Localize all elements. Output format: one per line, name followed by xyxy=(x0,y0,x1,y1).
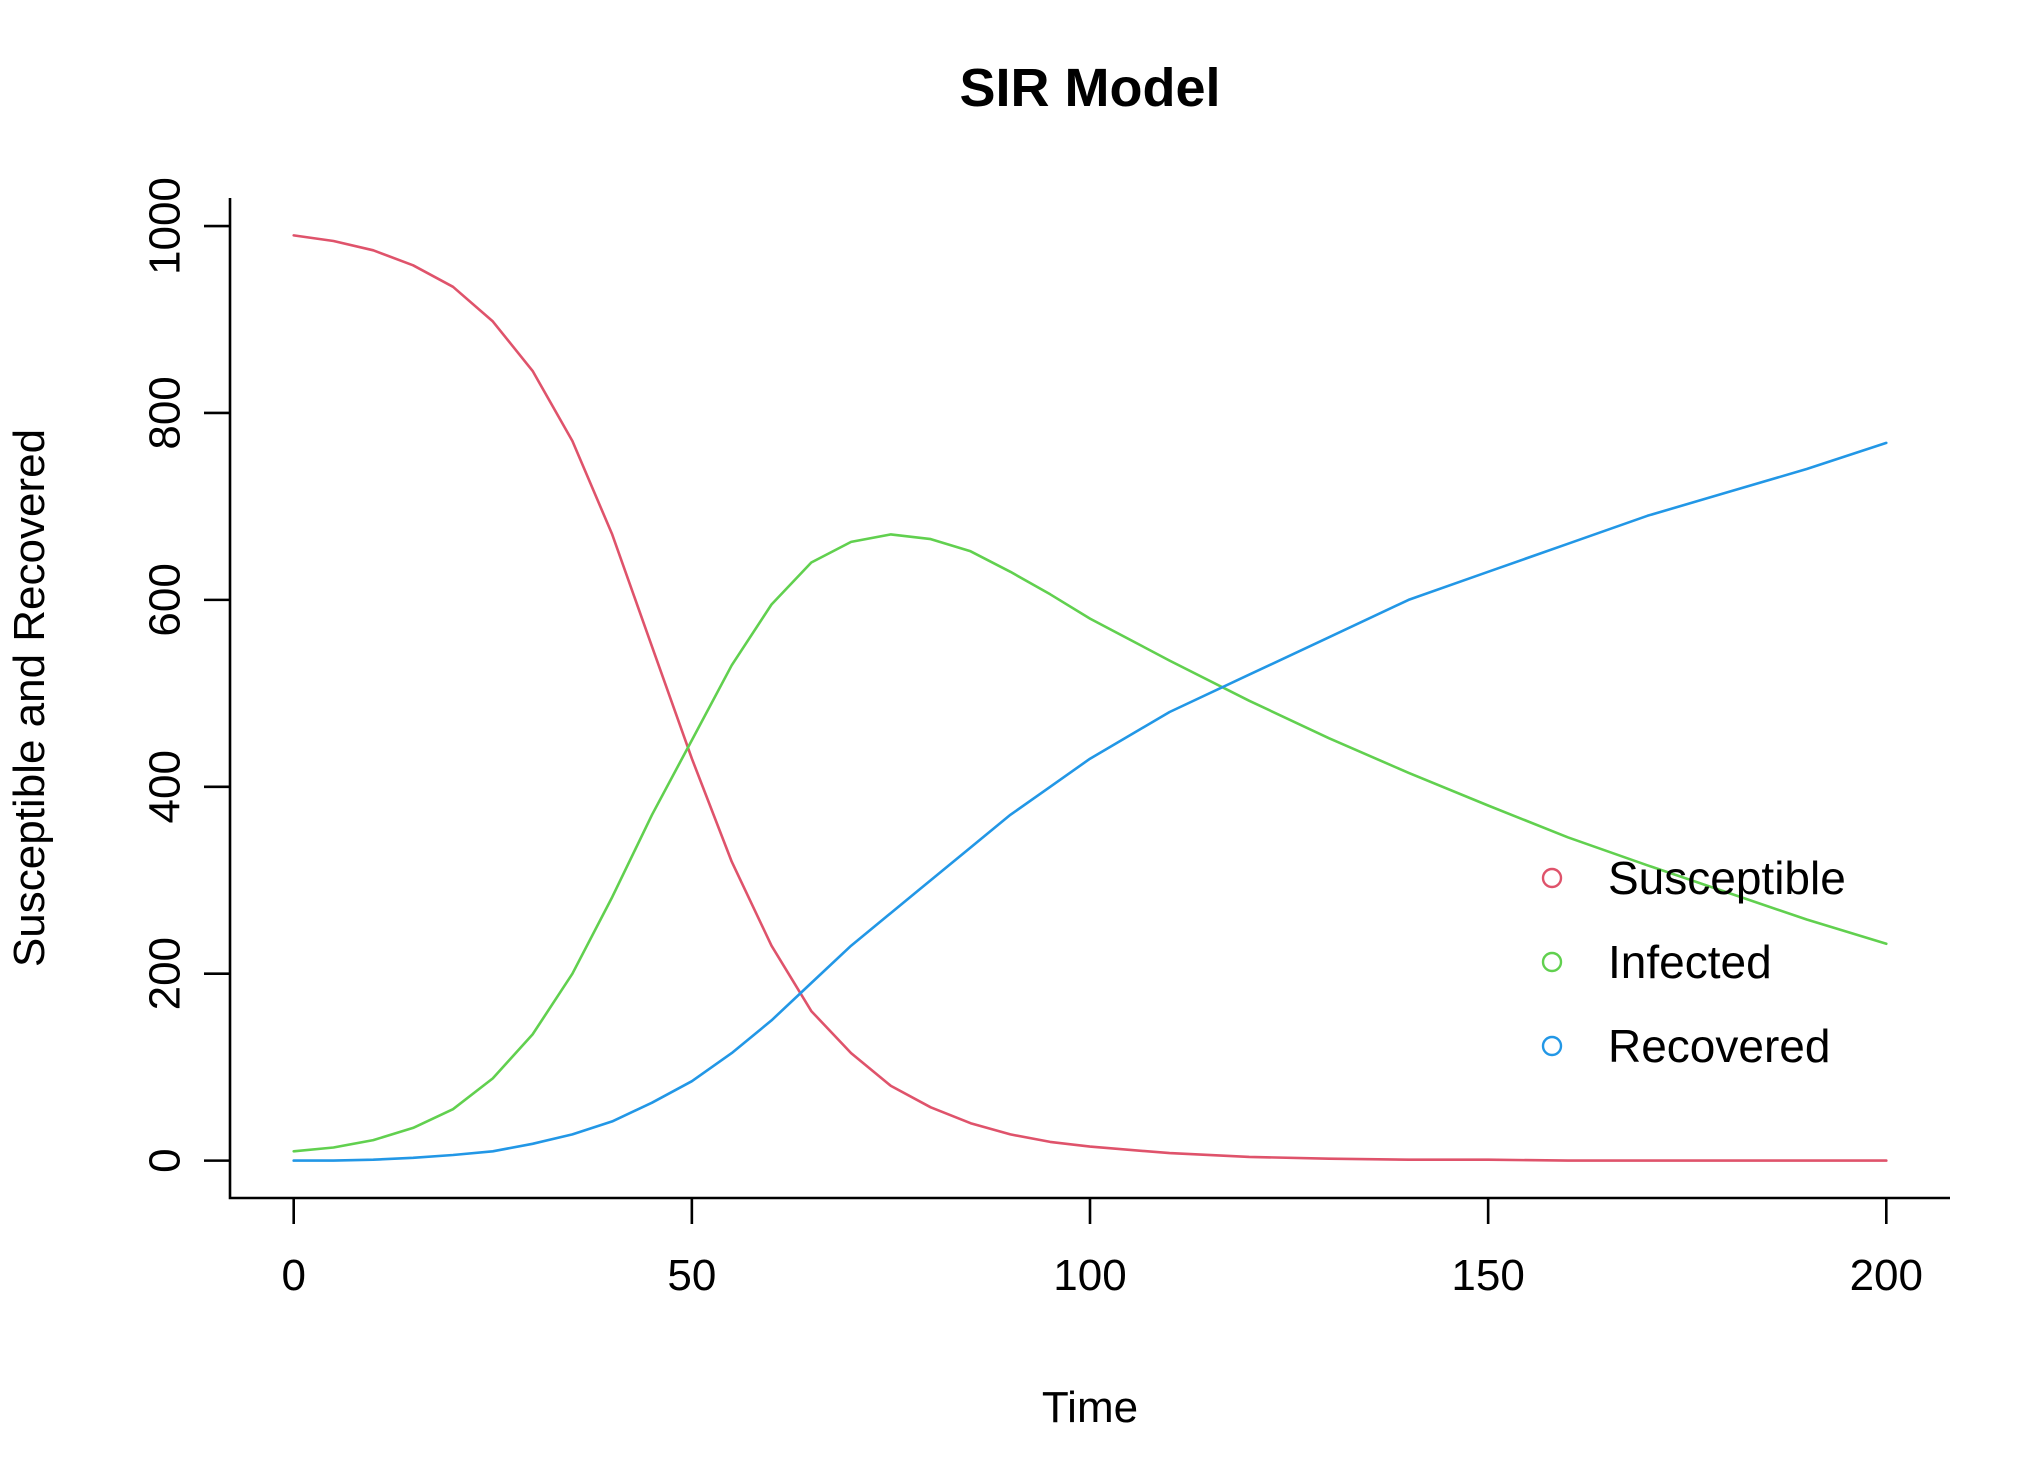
x-axis-ticks: 0 50 100 150 200 xyxy=(281,1198,1923,1300)
legend-marker xyxy=(1541,867,1563,889)
legend-label: Susceptible xyxy=(1608,852,1846,904)
x-tick-label: 0 xyxy=(281,1251,305,1300)
legend-item-recovered: Recovered xyxy=(1541,1020,1830,1072)
x-tick-label: 150 xyxy=(1451,1251,1524,1300)
series-lines xyxy=(292,234,1888,1162)
x-tick-label: 100 xyxy=(1053,1251,1126,1300)
legend-marker xyxy=(1541,951,1563,973)
legend-label: Recovered xyxy=(1608,1020,1830,1072)
chart-title: SIR Model xyxy=(959,58,1220,118)
y-tick-label: 0 xyxy=(141,1148,190,1172)
legend-marker xyxy=(1541,1035,1563,1057)
legend: Susceptible Infected Recovered xyxy=(1541,852,1846,1072)
y-tick-label: 400 xyxy=(141,750,190,823)
axis-frame xyxy=(228,198,1950,1200)
y-tick-label: 1000 xyxy=(141,177,190,275)
legend-label: Infected xyxy=(1608,936,1772,988)
axes xyxy=(228,198,1950,1200)
legend-item-infected: Infected xyxy=(1541,936,1772,988)
y-tick-label: 800 xyxy=(141,376,190,449)
series-recovered xyxy=(292,441,1888,1162)
series-infected xyxy=(292,533,1888,1153)
y-axis-title: Susceptible and Recovered xyxy=(5,429,54,967)
y-tick-label: 600 xyxy=(141,563,190,636)
y-tick-label: 200 xyxy=(141,937,190,1010)
x-tick-label: 200 xyxy=(1850,1251,1923,1300)
y-axis-ticks: 0 200 400 600 800 1000 xyxy=(141,177,230,1173)
legend-item-susceptible: Susceptible xyxy=(1541,852,1846,904)
x-axis-title: Time xyxy=(1042,1383,1138,1432)
x-tick-label: 50 xyxy=(667,1251,716,1300)
series-susceptible xyxy=(292,234,1888,1162)
